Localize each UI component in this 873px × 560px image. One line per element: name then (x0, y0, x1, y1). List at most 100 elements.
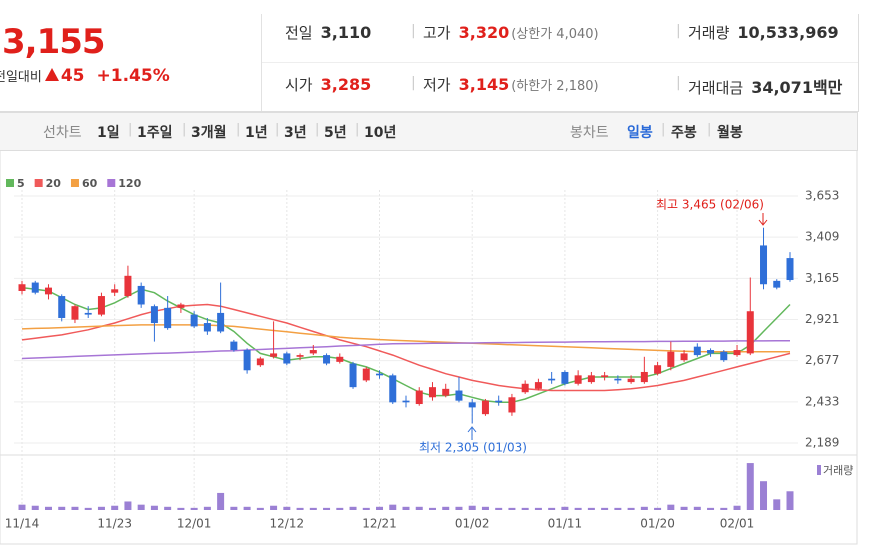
volume-bar (44, 506, 52, 510)
volume-bar (58, 506, 66, 510)
high-arrow-head (758, 219, 768, 226)
moving-average-line (21, 324, 790, 353)
x-tick-label: 12/12 (270, 517, 305, 531)
divider (261, 14, 262, 111)
candle-body (746, 311, 754, 354)
item-separator: | (676, 75, 681, 91)
candle-body (309, 350, 317, 354)
candle-body (230, 341, 238, 351)
info-label: 고가 (423, 24, 451, 42)
legend-swatch (6, 179, 14, 187)
candle-body (760, 245, 768, 285)
range-button[interactable]: 10년 (364, 125, 397, 141)
volume-bar (243, 506, 251, 510)
info-item: 거래량 10,533,969 (688, 22, 839, 43)
x-tick-label: 01/11 (548, 517, 583, 531)
moving-average-line (21, 286, 791, 404)
toolbar-separator: | (661, 122, 666, 137)
candle-body (428, 387, 436, 398)
volume-bar (323, 507, 331, 510)
toolbar: 선차트 봉차트 1일 | 1주일 | 3개월 | 1년 | 3년 | 5년 | 10년 일봉 | 주봉 | 월봉 (0, 112, 858, 151)
volume-bar (190, 507, 198, 510)
candle-body (270, 353, 278, 357)
candle-body (468, 402, 476, 408)
candle-body (296, 355, 304, 357)
candle-body (415, 390, 423, 405)
period-button[interactable]: 월봉 (717, 125, 743, 141)
candle-body (243, 350, 251, 371)
toolbar-separator: | (236, 122, 241, 137)
volume-bar (786, 491, 794, 510)
volume-bar (508, 507, 516, 510)
volume-bar (84, 507, 92, 510)
candle-body (58, 296, 66, 318)
range-button[interactable]: 3개월 (191, 125, 227, 141)
toolbar-separator: | (128, 122, 133, 137)
candle-body (44, 287, 52, 295)
period-button[interactable]: 일봉 (627, 125, 653, 141)
volume-bar (521, 507, 529, 510)
volume-bar (376, 506, 384, 510)
candle-body (455, 390, 463, 401)
volume-bar (534, 507, 542, 510)
volume-bar (137, 504, 145, 510)
y-tick-label: 3,653 (805, 189, 839, 203)
info-value: 3,145 (458, 75, 510, 94)
volume-bar (601, 507, 609, 510)
range-button[interactable]: 1일 (97, 125, 120, 141)
volume-bar (111, 505, 119, 510)
volume-bar (455, 506, 463, 510)
range-button[interactable]: 3년 (284, 125, 307, 141)
y-tick-label: 3,165 (805, 271, 839, 285)
volume-bar (574, 507, 582, 510)
volume-bar (428, 507, 436, 510)
volume-bar (177, 507, 185, 510)
moving-average-line (21, 340, 790, 360)
candle-body (190, 314, 198, 327)
volume-bar (18, 504, 26, 510)
volume-bar (627, 507, 635, 510)
range-button[interactable]: 1주일 (137, 125, 173, 141)
period-button[interactable]: 주봉 (671, 125, 697, 141)
x-tick-label: 12/21 (362, 517, 397, 531)
volume-bar (667, 504, 675, 510)
candle-body (111, 289, 119, 293)
volume-bar (442, 506, 450, 510)
volume-bar (680, 506, 688, 510)
volume-bar (71, 506, 79, 510)
x-tick-label: 01/20 (640, 517, 675, 531)
volume-bar (746, 463, 754, 510)
candle-body (667, 351, 675, 367)
volume-bar (230, 506, 238, 510)
range-button[interactable]: 1년 (245, 125, 268, 141)
info-extra: (상한가 4,040) (511, 27, 599, 42)
volume-bar (468, 505, 476, 510)
info-label: 저가 (423, 76, 451, 94)
candle-body (654, 365, 662, 374)
volume-bar (760, 481, 768, 510)
toolbar-separator: | (315, 122, 320, 137)
volume-bar (402, 506, 410, 510)
legend-swatch (107, 179, 116, 187)
volume-bar (362, 507, 370, 510)
candle-body (508, 397, 516, 413)
toolbar-separator: | (275, 122, 280, 137)
y-tick-label: 2,677 (805, 353, 839, 367)
candle-body (707, 350, 715, 354)
legend-swatch (70, 179, 79, 187)
volume-bar (349, 506, 357, 510)
candle-body (217, 312, 225, 332)
volume-bar (296, 507, 304, 510)
candle-body (323, 355, 331, 364)
volume-bar (587, 507, 595, 510)
divider (262, 62, 858, 63)
candle-body (481, 400, 489, 415)
quote-panel: 3,155 전일대비 45 +1.45% 전일 3,110 | 고가 3,320(상한가 4… (0, 14, 859, 112)
volume-bar (389, 504, 397, 510)
change-value: 45 (60, 66, 85, 86)
candle-body (601, 375, 609, 378)
volume-bar (150, 505, 158, 510)
low-annotation: 최저 2,305 (01/03) (419, 441, 527, 455)
range-button[interactable]: 5년 (324, 125, 347, 141)
info-item: 시가 3,285 (285, 74, 371, 95)
